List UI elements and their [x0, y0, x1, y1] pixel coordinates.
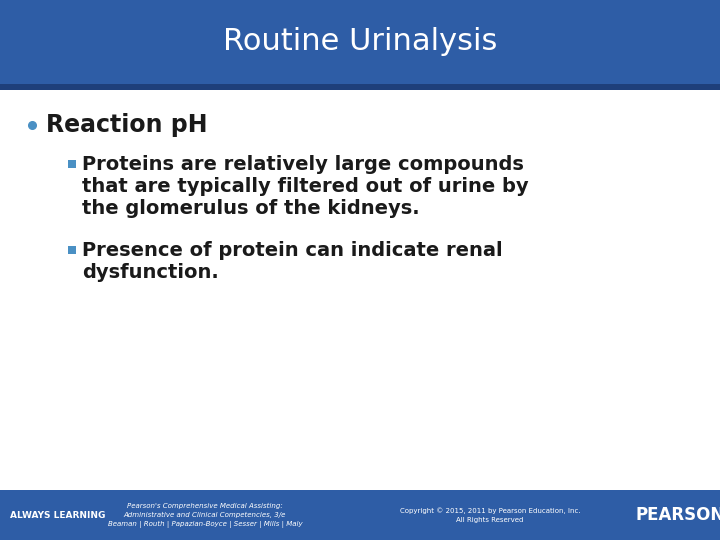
Text: Routine Urinalysis: Routine Urinalysis	[222, 28, 498, 56]
Text: dysfunction.: dysfunction.	[82, 262, 219, 281]
Bar	[68, 160, 76, 168]
Bar	[0, 0, 720, 84]
Text: Copyright © 2015, 2011 by Pearson Education, Inc.
All Rights Reserved: Copyright © 2015, 2011 by Pearson Educat…	[400, 507, 580, 523]
Text: Reaction pH: Reaction pH	[46, 113, 207, 137]
Text: Proteins are relatively large compounds: Proteins are relatively large compounds	[82, 154, 524, 173]
Text: that are typically filtered out of urine by: that are typically filtered out of urine…	[82, 177, 528, 195]
Text: PEARSON: PEARSON	[635, 506, 720, 524]
Bar	[0, 490, 720, 540]
Bar	[68, 246, 76, 254]
Text: ALWAYS LEARNING: ALWAYS LEARNING	[10, 511, 105, 519]
Text: Presence of protein can indicate renal: Presence of protein can indicate renal	[82, 240, 503, 260]
Bar	[0, 84, 720, 90]
Text: the glomerulus of the kidneys.: the glomerulus of the kidneys.	[82, 199, 420, 218]
Text: Pearson's Comprehensive Medical Assisting:
Administrative and Clinical Competenc: Pearson's Comprehensive Medical Assistin…	[108, 502, 302, 528]
